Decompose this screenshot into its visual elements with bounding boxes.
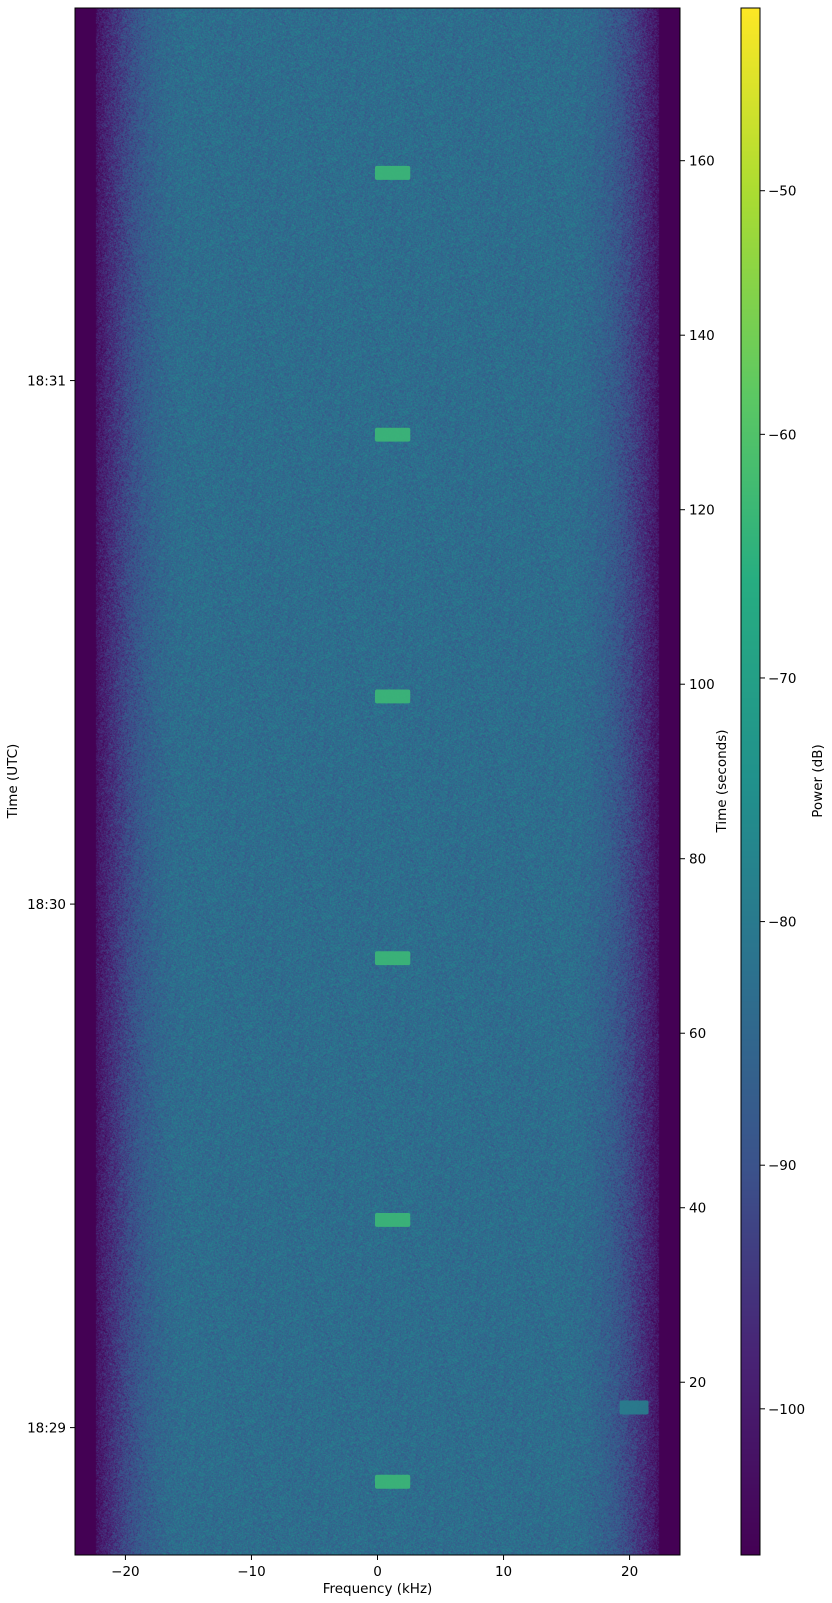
right-y-tick-label: 80 [689, 852, 706, 868]
left-y-tick-label: 18:30 [27, 897, 66, 913]
signal-burst-5 [374, 165, 411, 180]
signal-burst-3 [374, 689, 411, 704]
burst-layer [374, 165, 649, 1489]
x-tick-label: −20 [111, 1564, 140, 1580]
left-y-tick-label: 18:29 [27, 1421, 66, 1437]
colorbar-frame [740, 7, 761, 1556]
colorbar-tick-label: −60 [768, 427, 797, 443]
right-y-tick-label: 40 [689, 1201, 706, 1217]
plot-frame [74, 7, 681, 1556]
axis-ticks: −20 −10 0 10 202040608010012014016018:2918:3… [27, 154, 805, 1580]
signal-burst-4 [374, 427, 411, 442]
signal-burst-2 [374, 951, 411, 966]
colorbar-tick-label: −50 [768, 184, 797, 200]
signal-burst-1 [374, 1212, 411, 1227]
right-y-tick-label: 140 [689, 328, 715, 344]
right-y-tick-label: 120 [689, 503, 715, 519]
colorbar-label: Power (dB) [810, 744, 826, 817]
colorbar-tick-label: −100 [768, 1402, 805, 1418]
x-tick-label: −10 [237, 1564, 266, 1580]
colorbar-gradient [741, 8, 760, 1555]
colorbar-tick-label: −70 [768, 671, 797, 687]
signal-burst-6 [619, 1400, 649, 1415]
left-y-tick-label: 18:31 [27, 374, 66, 390]
spectrogram-image [75, 8, 680, 1555]
colorbar-tick-label: −90 [768, 1158, 797, 1174]
right-y-tick-label: 60 [689, 1026, 706, 1042]
x-tick-label: 20 [621, 1564, 638, 1580]
right-y-axis-label: Time (seconds) [714, 729, 730, 833]
right-y-tick-label: 20 [689, 1375, 706, 1391]
x-tick-label: 10 [495, 1564, 512, 1580]
left-y-axis-label: Time (UTC) [5, 744, 21, 820]
signal-burst-0 [374, 1474, 411, 1489]
x-axis-label: Frequency (kHz) [323, 1581, 433, 1597]
colorbar-tick-label: −80 [768, 915, 797, 931]
right-y-tick-label: 160 [689, 154, 715, 170]
right-y-tick-label: 100 [689, 677, 715, 693]
x-tick-label: 0 [373, 1564, 382, 1580]
